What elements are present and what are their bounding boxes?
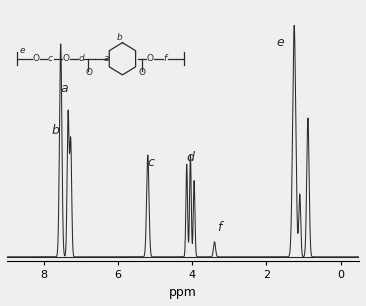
Text: f: f — [217, 221, 221, 234]
Text: c: c — [147, 156, 154, 169]
Text: a: a — [61, 82, 68, 95]
Text: d: d — [186, 151, 194, 164]
X-axis label: ppm: ppm — [169, 286, 197, 299]
Text: b: b — [51, 124, 59, 136]
Text: e: e — [277, 35, 284, 49]
